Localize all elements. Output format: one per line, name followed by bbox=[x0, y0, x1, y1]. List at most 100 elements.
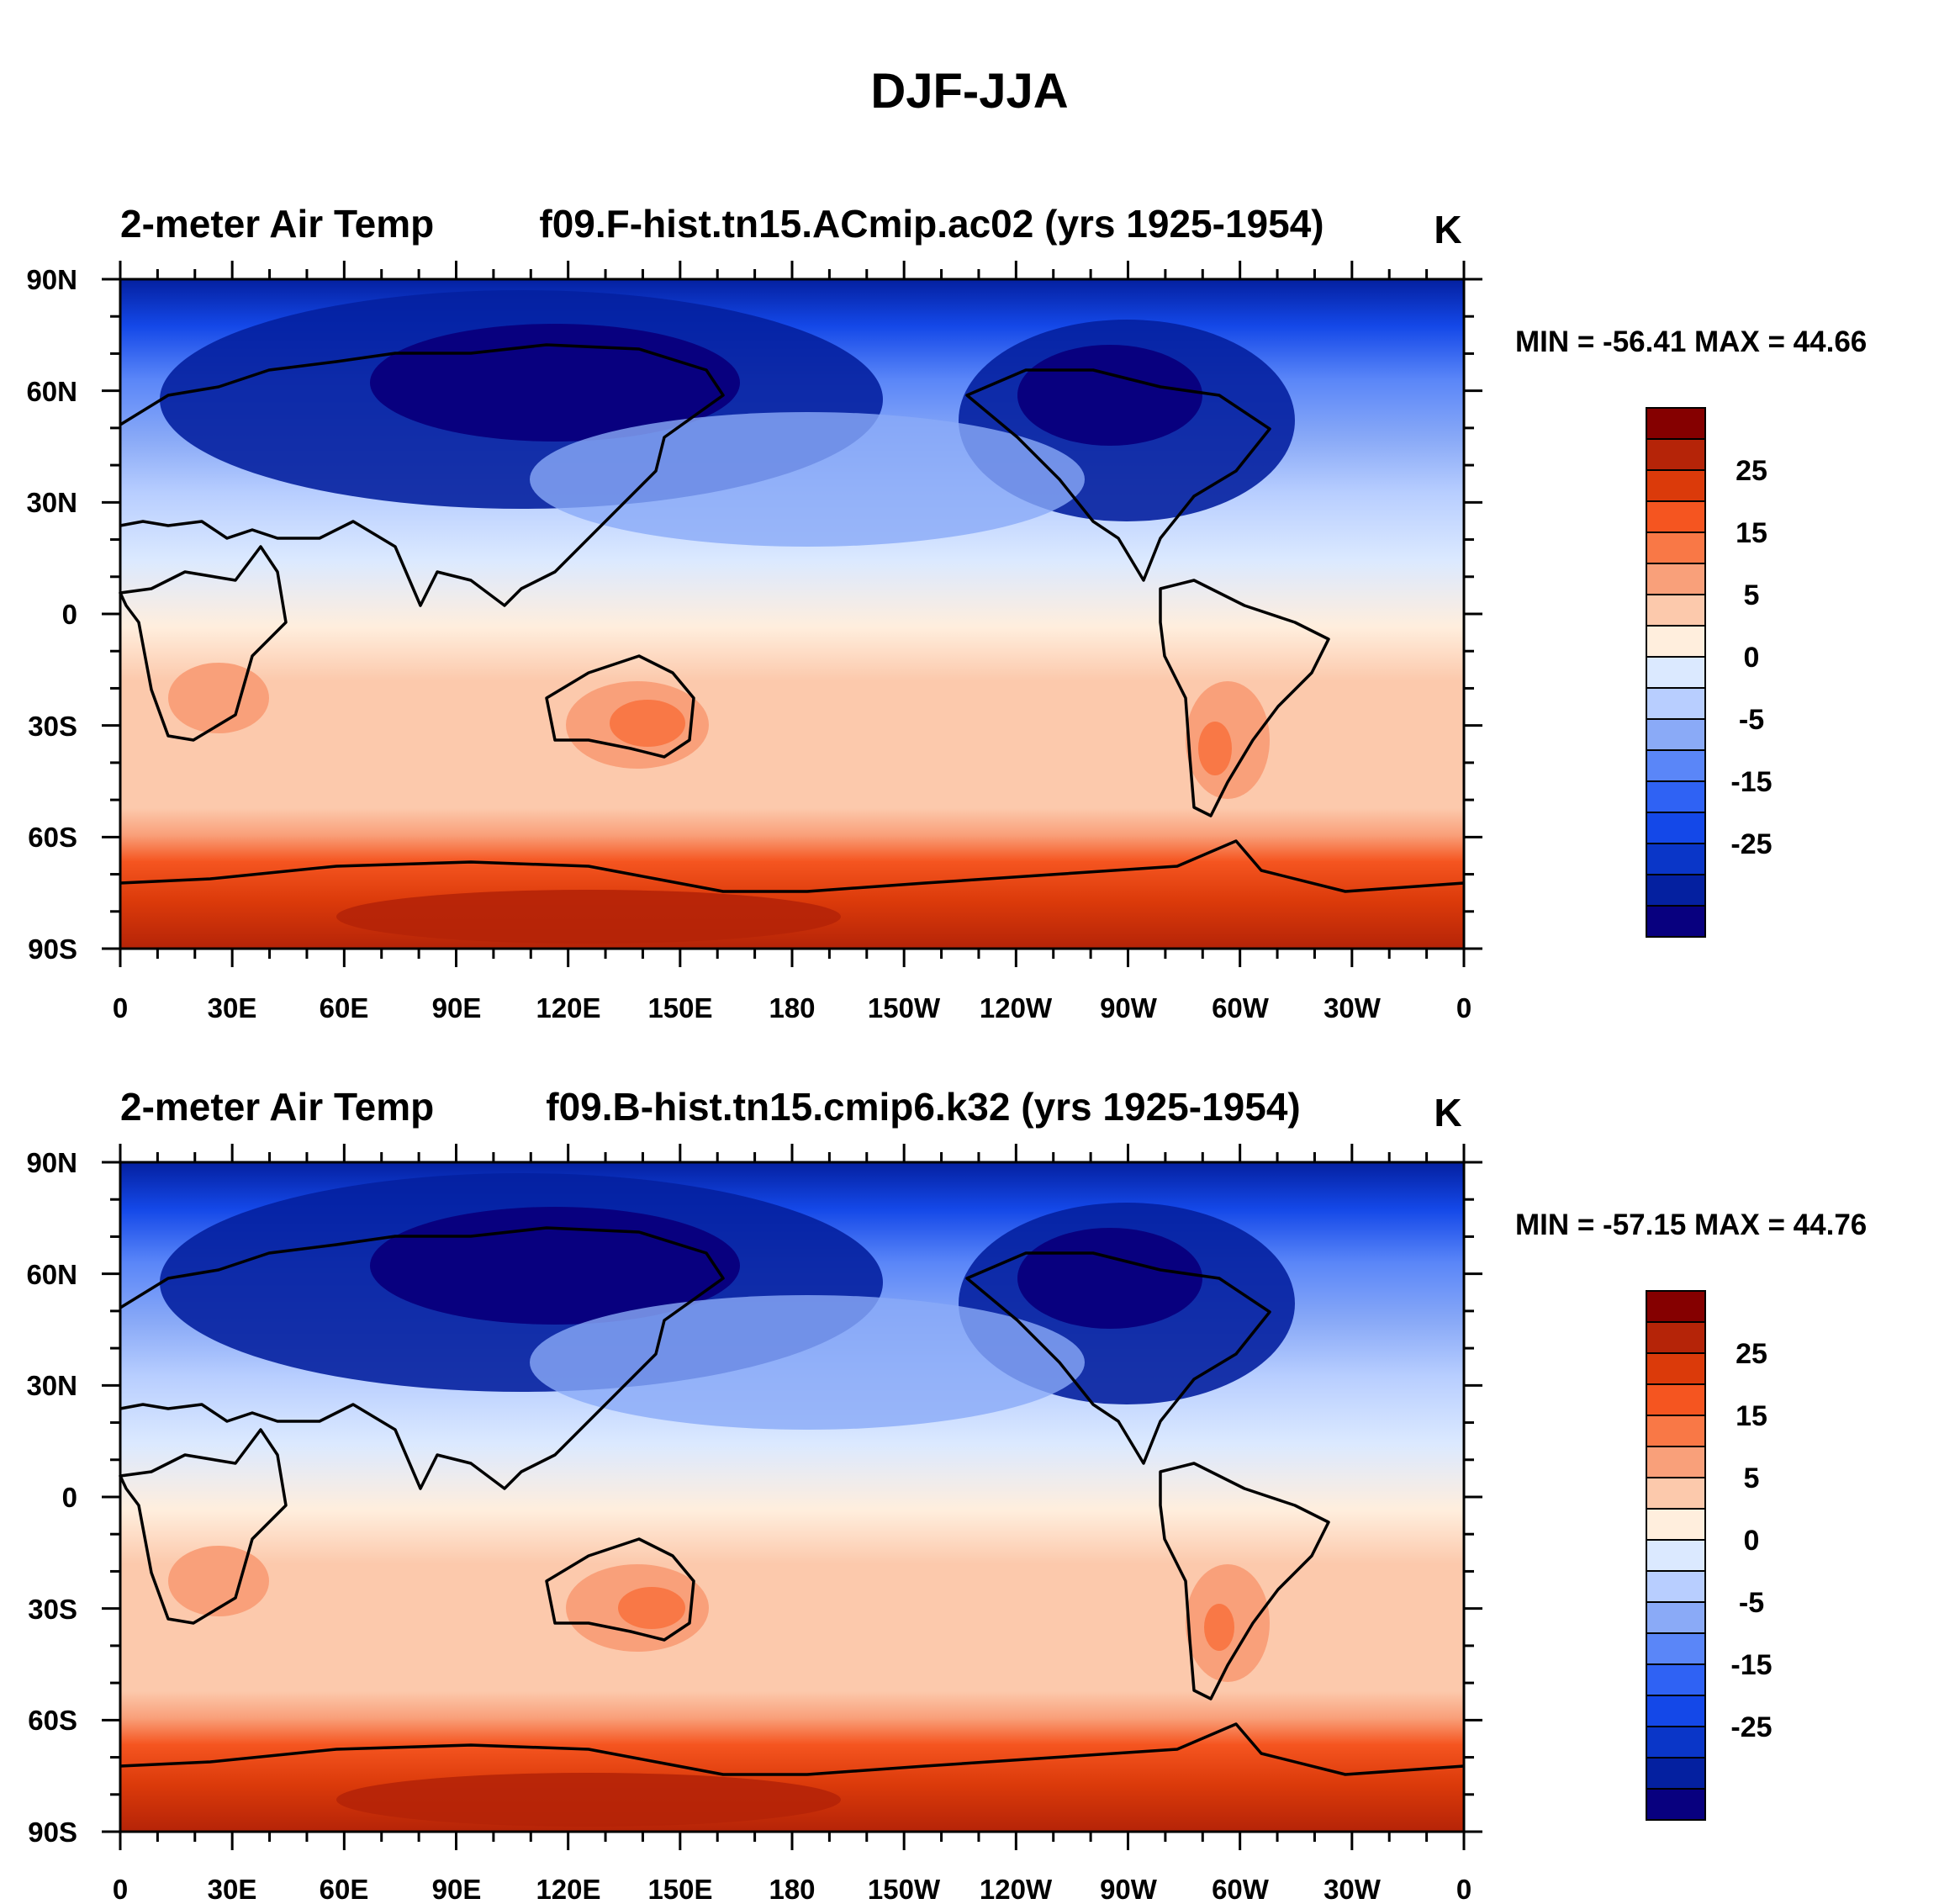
panel-1-x-tick-label: 90E bbox=[432, 992, 482, 1023]
colorbar-label: -15 bbox=[1730, 1649, 1772, 1681]
panel-2-y-tick-label: 60S bbox=[28, 1705, 77, 1736]
panel-1-x-tick-label: 60E bbox=[320, 992, 369, 1023]
panel-1-x-tick-label: 120W bbox=[980, 992, 1053, 1023]
panel-1-x-tick-label: 30E bbox=[208, 992, 257, 1023]
colorbar-swatch bbox=[1646, 874, 1706, 907]
colorbar-swatch bbox=[1646, 1446, 1706, 1478]
panel-1-southern-africa-warm bbox=[168, 663, 269, 733]
colorbar-swatch bbox=[1646, 469, 1706, 502]
panel-1-x-tick-label: 90W bbox=[1100, 992, 1158, 1023]
panel-1-coastlines bbox=[119, 343, 1465, 893]
colorbar-swatch bbox=[1646, 1383, 1706, 1416]
colorbar-swatch bbox=[1646, 1415, 1706, 1447]
panel-1-y-tick-label: 30S bbox=[28, 711, 77, 742]
panel-1-south-america-core bbox=[1198, 722, 1232, 775]
panel-1-y-tick-label: 30N bbox=[26, 487, 77, 518]
colorbar-swatch bbox=[1646, 1508, 1706, 1541]
colorbar-swatch bbox=[1646, 780, 1706, 813]
panel-1-left-title: 2-meter Air Temp bbox=[120, 202, 434, 246]
panel-2-x-tick-label: 60E bbox=[320, 1874, 369, 1904]
colorbar-swatch bbox=[1646, 687, 1706, 720]
colorbar-swatch bbox=[1646, 1726, 1706, 1759]
panel-1-y-tick-label: 0 bbox=[62, 599, 77, 630]
panel-1-y-tick-label: 90S bbox=[28, 933, 77, 965]
colorbar-swatch bbox=[1646, 532, 1706, 564]
colorbar-swatch bbox=[1646, 500, 1706, 533]
panel-2-north-pacific bbox=[530, 1295, 1085, 1430]
panel-1-x-tick-label: 30W bbox=[1323, 992, 1382, 1023]
colorbar-label: 5 bbox=[1744, 1462, 1760, 1494]
colorbar-swatch bbox=[1646, 656, 1706, 689]
panel-1-x-tick-label: 150W bbox=[868, 992, 941, 1023]
panel-1-y-axis: 90N 60N 30N 0 30S 60S 90S bbox=[26, 264, 77, 965]
panel-2-x-tick-label: 90E bbox=[432, 1874, 482, 1904]
panel-2-y-tick-label: 0 bbox=[62, 1482, 77, 1513]
panel-2-x-tick-label: 150W bbox=[868, 1874, 941, 1904]
colorbar-swatch bbox=[1646, 1290, 1706, 1323]
colorbar-swatch bbox=[1646, 1539, 1706, 1572]
colorbar-swatch bbox=[1646, 1632, 1706, 1665]
panel-2-y-tick-label: 30N bbox=[26, 1370, 77, 1401]
panel-1-x-tick-label: 120E bbox=[536, 992, 600, 1023]
colorbar-label: 0 bbox=[1744, 1525, 1760, 1557]
panel-1-north-pacific bbox=[530, 412, 1085, 547]
colorbar-label: -5 bbox=[1739, 704, 1764, 736]
panel-1-x-tick-label: 150E bbox=[647, 992, 712, 1023]
colorbar-swatch bbox=[1646, 1663, 1706, 1696]
panel-1: 2-meter Air Temp f09.F-hist.tn15.ACmip.a… bbox=[26, 202, 1867, 1023]
colorbar-label: -5 bbox=[1739, 1587, 1764, 1619]
colorbar-swatch bbox=[1646, 843, 1706, 875]
panel-2-x-tick-label: 0 bbox=[113, 1874, 128, 1904]
panel-1-colorbar: 25 15 5 0 -5 -15 -25 bbox=[1646, 407, 1773, 938]
panel-2-x-tick-label: 90W bbox=[1100, 1874, 1158, 1904]
panel-2-x-axis: 0 30E 60E 90E 120E 150E 180 150W 120W 90… bbox=[113, 1874, 1471, 1904]
panel-1-x-tick-label: 0 bbox=[113, 992, 128, 1023]
panel-1-x-tick-label: 180 bbox=[769, 992, 815, 1023]
colorbar-label: 15 bbox=[1736, 517, 1767, 549]
panel-2-y-tick-label: 90S bbox=[28, 1817, 77, 1848]
panel-2-north-america-core bbox=[1017, 1228, 1202, 1329]
panel-2-coastlines bbox=[119, 1226, 1465, 1776]
panel-1-min-max: MIN = -56.41 MAX = 44.66 bbox=[1515, 325, 1867, 358]
colorbar-swatch bbox=[1646, 812, 1706, 844]
colorbar-swatch bbox=[1646, 563, 1706, 595]
colorbar-swatch bbox=[1646, 438, 1706, 471]
panel-2-min-max: MIN = -57.15 MAX = 44.76 bbox=[1515, 1209, 1867, 1241]
panel-2-x-tick-label: 120W bbox=[980, 1874, 1053, 1904]
panel-2-y-tick-label: 90N bbox=[26, 1147, 77, 1178]
colorbar-label: -25 bbox=[1730, 1711, 1772, 1743]
panel-2-x-tick-label: 60W bbox=[1212, 1874, 1270, 1904]
colorbar-swatch bbox=[1646, 905, 1706, 938]
panel-2-center-title: f09.B-hist.tn15.cmip6.k32 (yrs 1925-1954… bbox=[546, 1085, 1300, 1129]
colorbar-swatch bbox=[1646, 1570, 1706, 1603]
colorbar-label: -15 bbox=[1730, 766, 1772, 798]
colorbar-swatch bbox=[1646, 625, 1706, 658]
figure-title: DJF-JJA bbox=[870, 64, 1068, 119]
panel-2-y-axis: 90N 60N 30N 0 30S 60S 90S bbox=[26, 1147, 77, 1848]
panel-1-y-tick-label: 60N bbox=[26, 376, 77, 407]
colorbar-label: 15 bbox=[1736, 1400, 1767, 1432]
colorbar-swatch bbox=[1646, 1788, 1706, 1821]
colorbar-label: 5 bbox=[1744, 579, 1760, 611]
panel-1-north-america-core bbox=[1017, 345, 1202, 446]
colorbar-swatch bbox=[1646, 1321, 1706, 1354]
panel-1-y-tick-label: 90N bbox=[26, 264, 77, 295]
colorbar-label: 0 bbox=[1744, 642, 1760, 674]
panel-2-map bbox=[119, 1161, 1466, 1833]
panel-2: 2-meter Air Temp f09.B-hist.tn15.cmip6.k… bbox=[26, 1085, 1867, 1904]
colorbar-label: 25 bbox=[1736, 455, 1767, 487]
panel-2-x-tick-label: 120E bbox=[536, 1874, 600, 1904]
colorbar-swatch bbox=[1646, 749, 1706, 782]
colorbar-swatch bbox=[1646, 1352, 1706, 1385]
panel-1-australia-core bbox=[610, 700, 685, 747]
panel-1-units: K bbox=[1434, 208, 1461, 251]
panel-2-y-tick-label: 60N bbox=[26, 1259, 77, 1290]
panel-2-x-tick-label: 30E bbox=[208, 1874, 257, 1904]
colorbar-swatch bbox=[1646, 1477, 1706, 1510]
panel-2-x-tick-label: 180 bbox=[769, 1874, 815, 1904]
panel-2-x-tick-label: 150E bbox=[647, 1874, 712, 1904]
panel-1-center-title: f09.F-hist.tn15.ACmip.ac02 (yrs 1925-195… bbox=[539, 202, 1323, 246]
panel-1-y-tick-label: 60S bbox=[28, 822, 77, 853]
panel-1-x-axis: 0 30E 60E 90E 120E 150E 180 150W 120W 90… bbox=[113, 992, 1471, 1023]
